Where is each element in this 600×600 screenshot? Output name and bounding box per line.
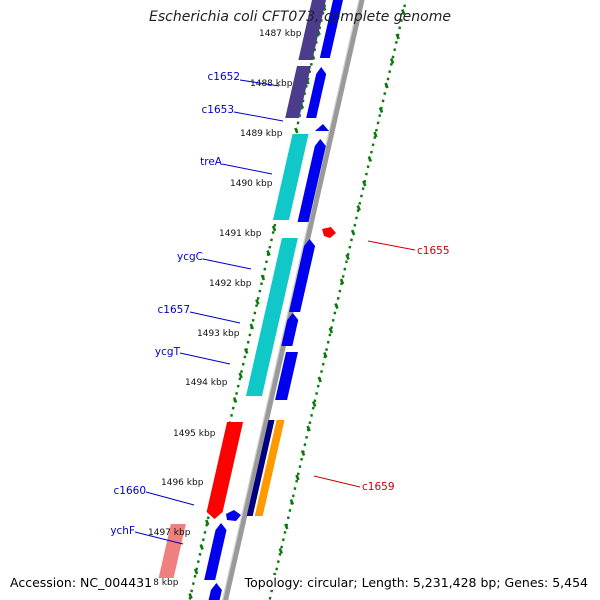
gene-label-leader: [313, 475, 361, 488]
gene-label-leader: [221, 163, 273, 175]
cds-arrow: [306, 67, 327, 118]
cds-arrow: [204, 523, 227, 580]
gene-band-navy: [246, 420, 275, 516]
outer-tick: [295, 474, 300, 481]
outer-tick: [334, 303, 339, 309]
gene-label-leader: [179, 352, 231, 365]
kbp-label: 1489 kbp: [240, 129, 283, 139]
gene-label-c1653: c1653: [202, 104, 235, 116]
outer-tick: [300, 450, 306, 456]
outer-tick: [350, 229, 356, 236]
gene-label-leader: [233, 111, 284, 122]
accession-text: Accession: NC_004431: [8, 575, 155, 590]
cds-arrow: [289, 239, 316, 312]
gene-features: [158, 0, 343, 600]
gene-label-leader: [202, 258, 252, 270]
outer-tick: [362, 180, 367, 187]
gene-label-c1660: c1660: [114, 485, 147, 497]
kbp-label: 1490 kbp: [230, 179, 273, 189]
inner-tick: [238, 372, 243, 379]
gene-label-c1652: c1652: [208, 71, 241, 83]
gene-band-teal: [272, 134, 309, 220]
outer-tick: [373, 131, 378, 138]
outer-tick: [317, 376, 322, 383]
small-cds: [315, 124, 329, 131]
gene-label-ycgc: ycgC: [177, 251, 203, 263]
kbp-scale-labels: 1487 kbp 1488 kbp 1489 kbp 1490 kbp 1491 kbp…: [136, 29, 302, 588]
gene-band-teal: [245, 238, 298, 396]
kbp-label: 1494 kbp: [185, 378, 228, 388]
small-red-feature: [322, 227, 336, 238]
kbp-label: 1496 kbp: [161, 478, 204, 488]
gene-label-leader: [189, 311, 241, 324]
outer-tick: [395, 33, 400, 40]
gene-band-pink: [158, 524, 186, 578]
backbone-highlight: [222, 0, 360, 600]
outer-tick: [378, 107, 384, 113]
inner-tick: [260, 274, 266, 281]
inner-tick: [188, 593, 193, 599]
kbp-label: 1487 kbp: [259, 29, 302, 39]
gene-label-c1657: c1657: [158, 304, 191, 316]
kbp-label: 1493 kbp: [197, 329, 240, 339]
outer-tick: [323, 352, 328, 358]
outer-tick: [345, 254, 350, 260]
cds-arrow: [281, 313, 299, 346]
inner-tick: [266, 250, 271, 256]
cds-arrow: [275, 352, 298, 400]
inner-tick: [244, 348, 249, 354]
gene-labels: c1652 c1653 treA ycgC c1657 ycgT c1660 ychF c165…: [110, 71, 450, 545]
cds-arrow: [297, 139, 326, 222]
inner-tick: [199, 544, 204, 550]
kbp-label: 1497 kbp: [148, 528, 191, 538]
inner-tick: [255, 299, 260, 305]
outer-tick: [389, 58, 395, 64]
outer-tick: [401, 9, 406, 15]
outer-tick: [278, 548, 283, 554]
gene-band-orange: [254, 420, 285, 516]
gene-label-c1655: c1655: [417, 245, 450, 257]
gene-label-trea: treA: [200, 156, 223, 168]
outer-tick: [384, 82, 389, 89]
outer-tick: [356, 205, 361, 211]
inner-tick-ring: [188, 0, 328, 600]
inner-tick: [205, 519, 210, 526]
gene-band-red: [206, 422, 244, 519]
gene-label-leader: [145, 491, 195, 506]
kbp-label: 1491 kbp: [219, 229, 262, 239]
gene-label-ycgt: ycgT: [155, 346, 181, 358]
outer-tick: [311, 401, 317, 407]
inner-tick: [193, 568, 199, 575]
kbp-label: 1492 kbp: [209, 279, 252, 289]
gene-band-purple: [298, 0, 326, 60]
gene-label-leader: [239, 79, 280, 87]
genome-info-text: Topology: circular; Length: 5,231,428 bp…: [242, 575, 590, 590]
inner-tick: [232, 397, 238, 403]
kbp-label: 1488 kbp: [250, 79, 293, 89]
outer-tick: [328, 327, 334, 334]
kbp-label: 1495 kbp: [173, 429, 216, 439]
map-title: Escherichia coli CFT073, complete genome: [149, 9, 451, 25]
kbp-label: 1498 kbp: [136, 578, 179, 588]
inner-tick: [294, 127, 299, 134]
outer-tick: [289, 499, 295, 505]
outer-tick: [306, 425, 311, 432]
gene-band-purple: [285, 66, 311, 118]
outer-tick: [284, 523, 289, 530]
small-cds: [226, 510, 241, 521]
inner-tick: [271, 225, 277, 232]
gene-label-leader: [134, 531, 184, 545]
inner-tick: [249, 323, 254, 330]
cds-arrow: [208, 583, 222, 600]
gene-label-ychf: ychF: [110, 525, 135, 537]
outer-tick-ring: [268, 0, 408, 600]
cds-arrow: [319, 0, 343, 58]
gene-label-leader: [367, 240, 416, 251]
outer-tick: [339, 278, 345, 285]
outer-tick: [367, 156, 373, 162]
gene-label-c1659: c1659: [362, 481, 395, 493]
